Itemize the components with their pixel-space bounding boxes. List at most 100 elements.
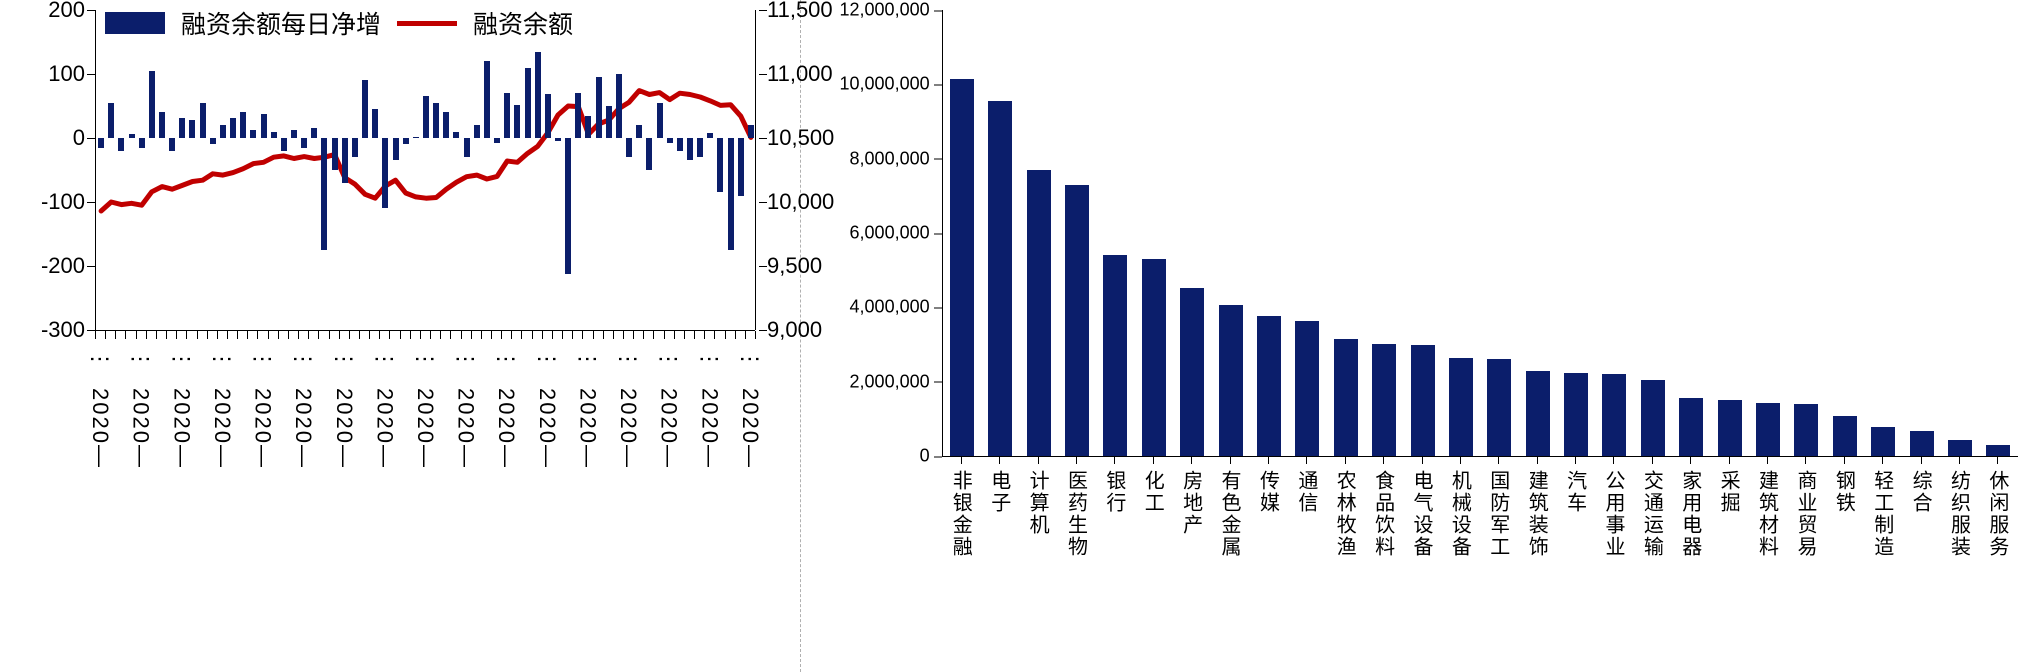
left-chart: 融资余额每日净增 融资余额 -300-200-1000100200 9,0009… bbox=[0, 0, 800, 672]
bar bbox=[281, 138, 287, 151]
x-label-dots: ⋮ bbox=[371, 348, 397, 366]
right-chart: 02,000,0004,000,0006,000,0008,000,00010,… bbox=[802, 0, 2038, 672]
x-label: 化工 bbox=[1138, 470, 1167, 514]
bar bbox=[1948, 440, 1972, 456]
x-label-year: 2020— bbox=[696, 388, 722, 469]
bar bbox=[1180, 288, 1204, 456]
left-y-tick: -200 bbox=[0, 253, 85, 279]
bar bbox=[646, 138, 652, 170]
bar bbox=[1411, 345, 1435, 456]
x-tick bbox=[278, 331, 279, 339]
x-tick bbox=[1153, 456, 1154, 464]
x-label: 传媒 bbox=[1253, 470, 1282, 514]
bar bbox=[565, 138, 571, 274]
x-tick bbox=[247, 331, 248, 339]
x-tick bbox=[664, 331, 665, 339]
bar bbox=[342, 138, 348, 183]
bar bbox=[210, 138, 216, 144]
bar bbox=[1794, 404, 1818, 456]
bar bbox=[423, 96, 429, 138]
x-tick bbox=[105, 331, 106, 339]
bar bbox=[98, 138, 104, 148]
bar bbox=[1718, 400, 1742, 456]
x-label-year: 2020— bbox=[290, 388, 316, 469]
x-tick bbox=[410, 331, 411, 339]
x-label: 钢铁 bbox=[1829, 470, 1858, 514]
x-tick bbox=[1191, 456, 1192, 464]
bar bbox=[707, 133, 713, 138]
bar bbox=[240, 112, 246, 138]
x-label-dots: ⋮ bbox=[453, 348, 479, 366]
bar bbox=[129, 134, 135, 138]
x-tick bbox=[653, 331, 654, 339]
bar bbox=[677, 138, 683, 151]
x-tick bbox=[125, 331, 126, 339]
x-tick bbox=[1498, 456, 1499, 464]
x-tick bbox=[582, 331, 583, 339]
x-tick bbox=[1997, 456, 1998, 464]
x-label-year: 2020— bbox=[737, 388, 763, 469]
right-y-tick: 0 bbox=[802, 446, 930, 467]
x-tick bbox=[694, 331, 695, 339]
left-line-series bbox=[96, 10, 756, 330]
x-label-dots: ⋮ bbox=[615, 348, 641, 366]
x-tick bbox=[1306, 456, 1307, 464]
x-tick bbox=[1805, 456, 1806, 464]
x-label: 建筑材料 bbox=[1753, 470, 1782, 558]
bar bbox=[535, 52, 541, 138]
x-label-year: 2020— bbox=[656, 388, 682, 469]
bar bbox=[1487, 359, 1511, 456]
bar bbox=[474, 125, 480, 138]
x-label: 电子 bbox=[985, 470, 1014, 514]
bar bbox=[382, 138, 388, 208]
x-tick bbox=[420, 331, 421, 339]
layout: 融资余额每日净增 融资余额 -300-200-1000100200 9,0009… bbox=[0, 0, 2038, 672]
bar bbox=[139, 138, 145, 148]
left-y-tick: -100 bbox=[0, 189, 85, 215]
x-tick bbox=[572, 331, 573, 339]
x-tick bbox=[156, 331, 157, 339]
right-y-tick: 6,000,000 bbox=[802, 223, 930, 244]
x-tick bbox=[450, 331, 451, 339]
x-tick bbox=[643, 331, 644, 339]
x-tick bbox=[471, 331, 472, 339]
x-tick bbox=[1882, 456, 1883, 464]
bar bbox=[1986, 445, 2010, 456]
x-label-dots: ⋮ bbox=[209, 348, 235, 366]
x-label-year: 2020— bbox=[87, 388, 113, 469]
bar bbox=[291, 130, 297, 138]
bar bbox=[1756, 403, 1780, 456]
x-label-dots: ⋮ bbox=[250, 348, 276, 366]
x-tick bbox=[1729, 456, 1730, 464]
bar bbox=[585, 116, 591, 138]
x-tick bbox=[999, 456, 1000, 464]
x-label: 交通运输 bbox=[1637, 470, 1666, 558]
x-label: 银行 bbox=[1100, 470, 1129, 514]
x-tick bbox=[511, 331, 512, 339]
x-tick bbox=[755, 331, 756, 339]
x-tick bbox=[389, 331, 390, 339]
x-tick bbox=[725, 331, 726, 339]
bar bbox=[1526, 371, 1550, 456]
bar bbox=[697, 138, 703, 157]
x-tick bbox=[440, 331, 441, 339]
left-x-axis bbox=[95, 330, 755, 345]
bar bbox=[250, 130, 256, 138]
bar bbox=[372, 109, 378, 138]
x-tick bbox=[339, 331, 340, 339]
bar bbox=[352, 138, 358, 157]
left-y-tick: 100 bbox=[0, 61, 85, 87]
bar bbox=[606, 106, 612, 138]
bar bbox=[616, 74, 622, 138]
bar bbox=[1833, 416, 1857, 456]
bar bbox=[1219, 305, 1243, 456]
bar bbox=[484, 61, 490, 138]
bar bbox=[1142, 259, 1166, 456]
bar bbox=[1449, 358, 1473, 456]
bar bbox=[494, 138, 500, 143]
x-label-dots: ⋮ bbox=[493, 348, 519, 366]
x-tick bbox=[1537, 456, 1538, 464]
x-label: 非银金融 bbox=[946, 470, 975, 558]
x-label: 通信 bbox=[1292, 470, 1321, 514]
x-label-year: 2020— bbox=[534, 388, 560, 469]
